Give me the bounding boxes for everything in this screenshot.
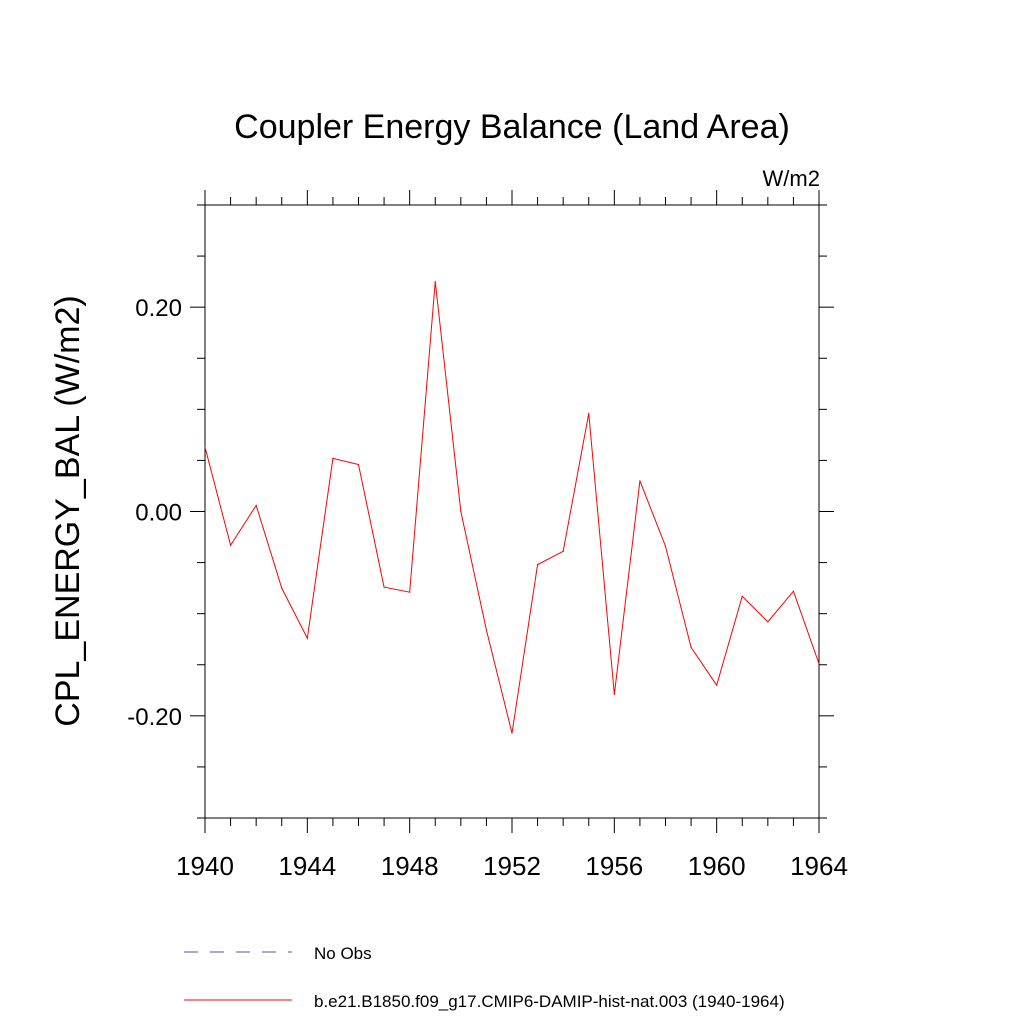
data-point	[434, 281, 436, 283]
axis-ticks	[190, 190, 834, 833]
x-tick-label: 1964	[790, 851, 848, 881]
x-tick-label: 1944	[278, 851, 336, 881]
data-point	[281, 587, 283, 589]
data-point	[332, 457, 334, 459]
data-point	[536, 564, 539, 566]
data-point	[229, 544, 232, 546]
y-axis-label: CPL_ENERGY_BAL (W/m2)	[49, 295, 87, 726]
x-tick-label: 1960	[688, 851, 746, 881]
series-line	[204, 281, 820, 734]
data-point	[255, 504, 257, 506]
data-point	[383, 586, 385, 588]
data-point	[741, 595, 743, 597]
data-point	[562, 550, 564, 552]
y-tick-label: 0.00	[135, 500, 182, 527]
data-point	[306, 637, 308, 639]
data-point	[639, 480, 641, 482]
data-point	[409, 591, 411, 593]
units-label: W/m2	[763, 166, 820, 191]
data-point	[357, 463, 360, 466]
plot-frame	[204, 204, 820, 819]
legend: No Obs b.e21.B1850.f09_g17.CMIP6-DAMIP-h…	[184, 944, 785, 1011]
legend-label-no-obs: No Obs	[314, 944, 372, 963]
data-point	[511, 732, 513, 734]
data-point	[690, 646, 692, 648]
chart-title: Coupler Energy Balance (Land Area)	[234, 108, 790, 146]
data-point	[767, 621, 769, 623]
y-tick-label: -0.20	[127, 704, 182, 731]
data-point	[664, 545, 667, 547]
x-tick-labels: 1940 1944 1948 1952 1956 1960 1964	[176, 851, 848, 881]
x-tick-label: 1956	[585, 851, 643, 881]
data-point	[460, 510, 462, 513]
x-tick-label: 1952	[483, 851, 541, 881]
legend-label-model-run: b.e21.B1850.f09_g17.CMIP6-DAMIP-hist-nat…	[314, 992, 785, 1011]
data-point	[716, 684, 718, 686]
data-point	[818, 663, 820, 665]
data-point	[485, 629, 488, 631]
y-tick-labels: 0.20 0.00 -0.20	[127, 295, 182, 731]
x-tick-label: 1948	[381, 851, 439, 881]
data-point	[588, 412, 590, 415]
data-point	[792, 590, 795, 592]
x-tick-label: 1940	[176, 851, 234, 881]
data-point	[204, 446, 206, 448]
y-tick-label: 0.20	[135, 295, 182, 322]
series-layer	[204, 281, 820, 734]
data-point	[613, 693, 615, 695]
